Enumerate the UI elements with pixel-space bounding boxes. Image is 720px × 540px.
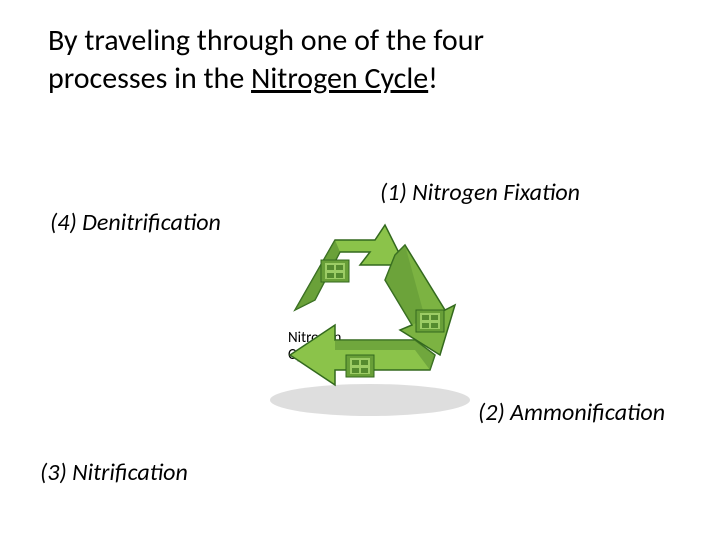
process-label-2: (2) Ammonification <box>478 398 665 427</box>
title-line2-pre: processes in the <box>48 60 251 97</box>
process-label-3: (3) Nitrification <box>40 458 188 487</box>
process-label-4: (4) Denitrification <box>50 208 221 237</box>
slide-title: By traveling through one of the four pro… <box>48 22 648 97</box>
title-line2-underlined: Nitrogen Cycle <box>251 60 428 97</box>
title-line1: By traveling through one of the four <box>48 22 484 59</box>
title-line2-post: ! <box>428 60 438 97</box>
recycle-arrows-icon <box>240 190 500 430</box>
